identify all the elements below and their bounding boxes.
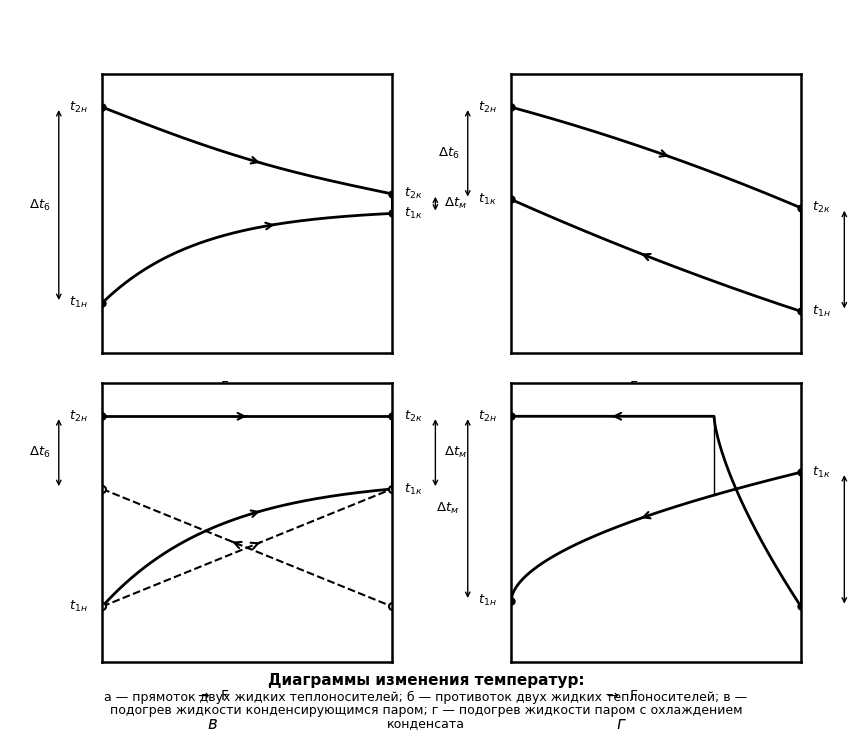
Text: $в$: $в$ <box>207 715 218 733</box>
Text: $t_{1н}$: $t_{1н}$ <box>813 304 832 319</box>
Text: подогрев жидкости конденсирующимся паром; г — подогрев жидкости паром с охлажден: подогрев жидкости конденсирующимся паром… <box>110 704 742 717</box>
Text: $t_{1к}$: $t_{1к}$ <box>404 206 422 221</box>
Text: Диаграммы изменения температур:: Диаграммы изменения температур: <box>268 673 584 688</box>
Text: $\Delta t_6$: $\Delta t_6$ <box>438 146 459 161</box>
Text: $t_{2н}$: $t_{2н}$ <box>478 99 497 115</box>
Text: $t_{2н}$: $t_{2н}$ <box>69 408 88 424</box>
Text: $\Delta t_м$: $\Delta t_м$ <box>444 196 467 211</box>
Text: $t_{2к}$: $t_{2к}$ <box>404 408 422 424</box>
Text: $\Delta t_6$: $\Delta t_6$ <box>29 197 50 213</box>
Text: $t_{1к}$: $t_{1к}$ <box>478 192 497 207</box>
Text: $\Delta t_6$: $\Delta t_6$ <box>29 445 50 460</box>
Text: конденсата: конденсата <box>387 717 465 730</box>
Text: $t_{2к}$: $t_{2к}$ <box>404 186 422 202</box>
Text: $\Delta t_м$: $\Delta t_м$ <box>444 445 467 460</box>
Text: $t_{1н}$: $t_{1н}$ <box>478 593 497 609</box>
Text: $t_{1к}$: $t_{1к}$ <box>813 464 831 480</box>
Text: $а$: $а$ <box>207 406 218 424</box>
Text: $\rightarrow$  F: $\rightarrow$ F <box>195 689 230 703</box>
Text: $г$: $г$ <box>616 715 627 733</box>
Text: $\rightarrow$  F: $\rightarrow$ F <box>604 689 639 703</box>
Text: $t_{1к}$: $t_{1к}$ <box>404 481 422 497</box>
Text: $t_{1н}$: $t_{1н}$ <box>69 295 88 311</box>
Text: $\rightarrow$  F: $\rightarrow$ F <box>195 380 230 394</box>
Text: $\rightarrow$  F: $\rightarrow$ F <box>604 380 639 394</box>
Text: $\Delta t_м$: $\Delta t_м$ <box>436 501 459 516</box>
Text: $t_{2к}$: $t_{2к}$ <box>813 200 831 216</box>
Text: $t_{2н}$: $t_{2н}$ <box>69 99 88 115</box>
Text: $t_{1н}$: $t_{1н}$ <box>69 599 88 614</box>
Text: $б$: $б$ <box>615 406 627 425</box>
Text: а — прямоток двух жидких теплоносителей; б — противоток двух жидких теплоносител: а — прямоток двух жидких теплоносителей;… <box>105 690 747 704</box>
Text: $t_{2н}$: $t_{2н}$ <box>478 408 497 424</box>
